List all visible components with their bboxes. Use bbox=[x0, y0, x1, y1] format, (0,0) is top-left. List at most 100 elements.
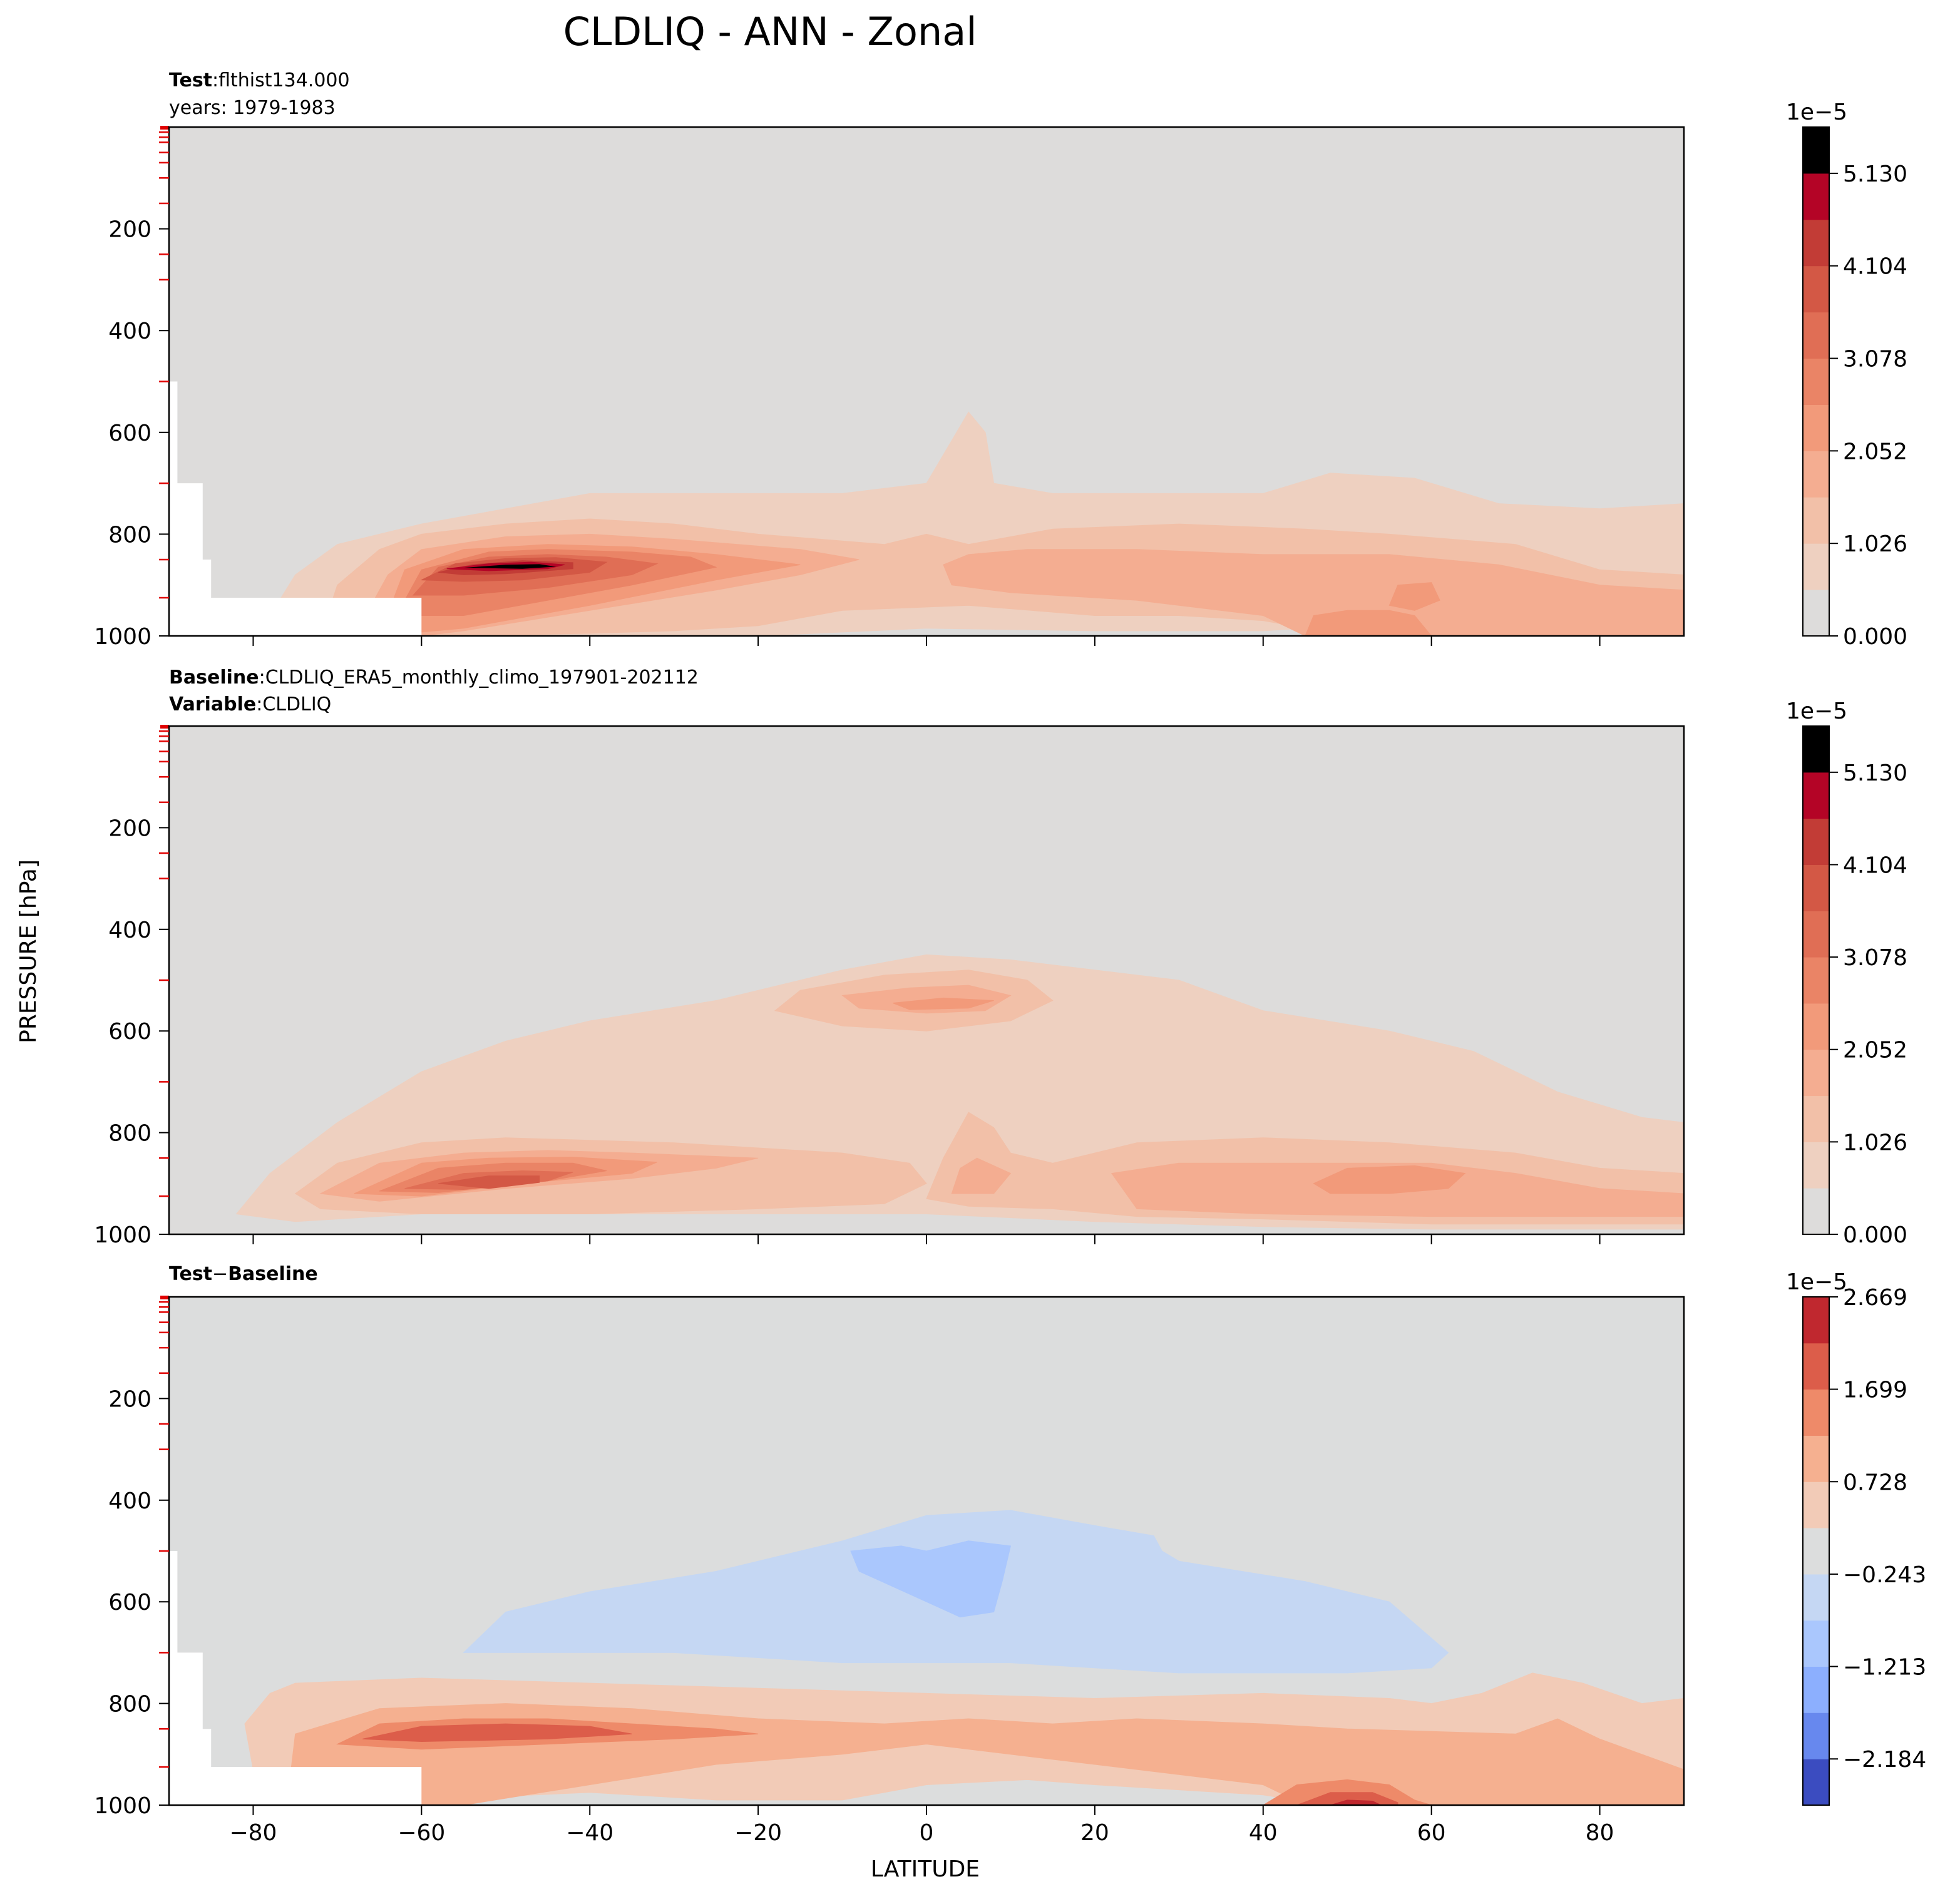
colorbar-segment bbox=[1803, 864, 1829, 911]
header-value: years: 1979-1983 bbox=[169, 97, 336, 119]
colorbar-exponent: 1e−5 bbox=[1786, 100, 1847, 125]
x-tick-label: −80 bbox=[229, 1820, 277, 1846]
colorbar-tick-label: 0.728 bbox=[1843, 1470, 1907, 1495]
colorbar-segment bbox=[1803, 543, 1829, 590]
colorbar-tick-label: −2.184 bbox=[1843, 1747, 1926, 1773]
panel-test: Test:flthist134.000 years: 1979-1983 200 40… bbox=[94, 69, 1907, 650]
colorbar-tick-label: −1.213 bbox=[1843, 1655, 1926, 1681]
colorbar-segment bbox=[1803, 1435, 1829, 1482]
header-value: :CLDLIQ bbox=[256, 694, 331, 715]
header-label: Baseline bbox=[169, 667, 259, 688]
colorbar-segment bbox=[1803, 1142, 1829, 1189]
colorbar-tick-label: −0.243 bbox=[1843, 1562, 1926, 1588]
colorbar-exponent: 1e−5 bbox=[1786, 1269, 1847, 1295]
colorbar-segment bbox=[1803, 1528, 1829, 1575]
contour-region bbox=[951, 1157, 1012, 1194]
colorbar-tick-label: 1.026 bbox=[1843, 531, 1907, 557]
colorbar-segment bbox=[1803, 451, 1829, 498]
colorbar-tick-label: 4.104 bbox=[1843, 254, 1907, 280]
contour-region bbox=[362, 1723, 632, 1743]
colorbar-segment bbox=[1803, 1049, 1829, 1097]
panel-header: Test−Baseline bbox=[169, 1263, 318, 1285]
colorbar-segment bbox=[1803, 911, 1829, 958]
colorbar-exponent: 1e−5 bbox=[1786, 699, 1847, 724]
top-marker bbox=[160, 1296, 169, 1299]
colorbar-tick-label: 1.026 bbox=[1843, 1130, 1907, 1155]
figure-title: CLDLIQ - ANN - Zonal bbox=[563, 9, 977, 54]
colorbar-segment bbox=[1803, 219, 1829, 267]
colorbar-segment bbox=[1803, 726, 1829, 773]
contour-region bbox=[943, 549, 1684, 636]
y-tick-label: 1000 bbox=[94, 1222, 151, 1248]
colorbar-frame bbox=[1802, 126, 1830, 637]
top-marker bbox=[160, 725, 169, 729]
plot-area bbox=[169, 726, 1684, 1234]
y-tick-label: 400 bbox=[108, 1488, 151, 1514]
colorbar-segment bbox=[1803, 1343, 1829, 1390]
y-axis-label: PRESSURE [hPa] bbox=[16, 859, 41, 1043]
y-tick-label: 200 bbox=[108, 1386, 151, 1412]
panel-subheader: Variable:CLDLIQ bbox=[169, 694, 331, 715]
contour-region bbox=[1305, 610, 1432, 636]
panel-header: Test:flthist134.000 bbox=[169, 69, 350, 91]
colorbar: 0.000 1.026 2.052 3.078 4.104 5.130 1e−5 bbox=[1786, 699, 1907, 1248]
colorbar-segment bbox=[1803, 1620, 1829, 1667]
colorbar-segment bbox=[1803, 1482, 1829, 1528]
colorbar-segment bbox=[1803, 590, 1829, 637]
header-label: Test bbox=[169, 1263, 212, 1285]
header-label: Variable bbox=[169, 694, 256, 715]
colorbar-segment bbox=[1803, 1759, 1829, 1806]
colorbar-segment bbox=[1803, 1297, 1829, 1344]
colorbar-frame bbox=[1802, 725, 1830, 1235]
contour-region bbox=[1313, 1165, 1466, 1194]
x-tick-label: −40 bbox=[566, 1820, 613, 1846]
colorbar-tick-label: 3.078 bbox=[1843, 945, 1907, 971]
x-tick-label: 40 bbox=[1249, 1820, 1278, 1846]
colorbar-segment bbox=[1803, 497, 1829, 544]
terrain-mask bbox=[169, 1551, 422, 1805]
colorbar-segment bbox=[1803, 265, 1829, 313]
panel-header: Baseline:CLDLIQ_ERA5_monthly_climo_19790… bbox=[169, 667, 699, 688]
y-tick-label: 1000 bbox=[94, 1793, 151, 1819]
panel-baseline: Baseline:CLDLIQ_ERA5_monthly_climo_19790… bbox=[94, 667, 1907, 1248]
contour-region bbox=[463, 564, 557, 569]
contour-region bbox=[850, 1540, 1012, 1618]
colorbar-segment bbox=[1803, 1712, 1829, 1759]
y-tick-label: 1000 bbox=[94, 624, 151, 650]
y-tick-label: 800 bbox=[108, 1692, 151, 1717]
contour-region bbox=[893, 997, 994, 1010]
colorbar-segment bbox=[1803, 957, 1829, 1004]
panel-subheader: years: 1979-1983 bbox=[169, 97, 336, 119]
y-tick-label: 800 bbox=[108, 1121, 151, 1147]
colorbar-segment bbox=[1803, 358, 1829, 405]
x-tick-label: −20 bbox=[734, 1820, 782, 1846]
x-tick-label: 60 bbox=[1417, 1820, 1446, 1846]
plot-area bbox=[169, 127, 1684, 636]
x-tick-label: −60 bbox=[398, 1820, 445, 1846]
colorbar-segment bbox=[1803, 1003, 1829, 1050]
colorbar-tick-label: 0.000 bbox=[1843, 624, 1907, 650]
y-tick-label: 400 bbox=[108, 319, 151, 344]
colorbar-segment bbox=[1803, 772, 1829, 819]
colorbar-segment bbox=[1803, 1188, 1829, 1235]
colorbar-segment bbox=[1803, 1095, 1829, 1142]
x-tick-label: 80 bbox=[1586, 1820, 1614, 1846]
colorbar-segment bbox=[1803, 1389, 1829, 1436]
colorbar-frame bbox=[1802, 1296, 1830, 1806]
panels: Test:flthist134.000 years: 1979-1983 200 40… bbox=[94, 69, 1926, 1846]
x-tick-label: 20 bbox=[1080, 1820, 1109, 1846]
y-tick-label: 600 bbox=[108, 1019, 151, 1045]
colorbar-segment bbox=[1803, 1666, 1829, 1713]
colorbar-tick-label: 4.104 bbox=[1843, 852, 1907, 878]
y-tick-label: 400 bbox=[108, 918, 151, 943]
x-axis-label: LATITUDE bbox=[871, 1856, 980, 1882]
colorbar-segment bbox=[1803, 312, 1829, 359]
colorbar-tick-label: 5.130 bbox=[1843, 161, 1907, 187]
colorbar-segment bbox=[1803, 173, 1829, 220]
colorbar-tick-label: 3.078 bbox=[1843, 347, 1907, 372]
plot-area bbox=[169, 1297, 1684, 1805]
contour-region bbox=[1330, 1799, 1382, 1805]
contour-region bbox=[438, 1175, 540, 1189]
